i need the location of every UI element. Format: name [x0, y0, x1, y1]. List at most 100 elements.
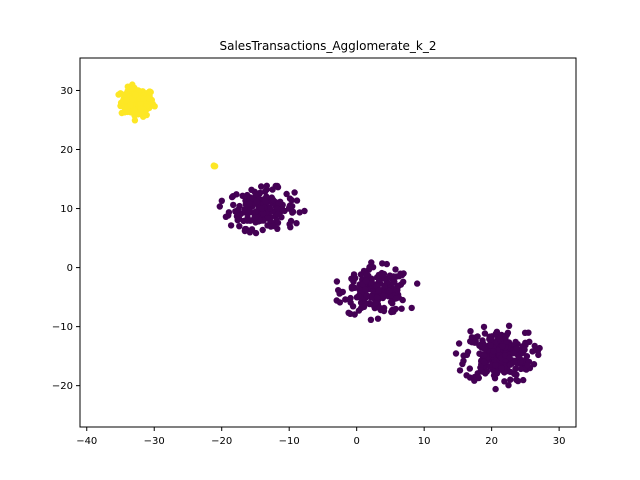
scatter-point [270, 196, 277, 204]
scatter-point [262, 198, 270, 205]
scatter-point [389, 300, 396, 307]
scatter-point [127, 101, 134, 109]
scatter-point [239, 192, 246, 199]
scatter-point [252, 191, 259, 198]
scatter-point [140, 95, 147, 103]
x-tick-label: −10 [279, 436, 300, 447]
scatter-point [467, 328, 474, 335]
scatter-point [230, 201, 237, 209]
x-tick-label: 30 [553, 436, 566, 447]
scatter-point [521, 346, 528, 353]
scatter-point [296, 209, 303, 216]
scatter-point [524, 361, 531, 369]
scatter-point [474, 333, 481, 340]
scatter-point [342, 296, 349, 303]
scatter-point [263, 193, 270, 200]
scatter-point [499, 343, 506, 350]
scatter-point [521, 329, 529, 336]
scatter-point [274, 184, 282, 191]
scatter-point [380, 292, 387, 300]
scatter-point [269, 186, 276, 193]
scatter-point [386, 287, 393, 295]
scatter-point [293, 197, 301, 204]
scatter-point [529, 348, 536, 355]
scatter-point [236, 223, 243, 230]
scatter-point [388, 308, 395, 316]
scatter-point [248, 186, 255, 193]
scatter-point [487, 342, 494, 349]
scatter-point [408, 304, 415, 312]
scatter-point [459, 360, 466, 368]
scatter-point [381, 275, 388, 282]
scatter-point [481, 345, 488, 353]
x-tick-label: −20 [211, 436, 232, 447]
x-tick-label: −30 [144, 436, 165, 447]
scatter-point [289, 208, 297, 215]
scatter-point [493, 328, 501, 335]
x-tick-label: 20 [485, 436, 498, 447]
scatter-point [349, 303, 357, 310]
scatter-point [333, 278, 341, 285]
scatter-point [216, 203, 223, 210]
scatter-point [121, 109, 128, 116]
y-axis-ticks: −20 −10 0 10 20 30 [52, 86, 80, 392]
scatter-point [490, 348, 497, 355]
scatter-point [502, 333, 509, 340]
scatter-point [493, 369, 500, 376]
scatter-point [227, 222, 235, 229]
scatter-point [246, 200, 253, 207]
scatter-point [513, 376, 520, 383]
scatter-point [146, 88, 153, 95]
x-tick-label: 0 [353, 436, 359, 447]
scatter-point [510, 358, 518, 366]
scatter-point [466, 365, 473, 372]
scatter-point [363, 292, 370, 299]
scatter-point [363, 270, 370, 278]
scatter-point [471, 339, 479, 346]
scatter-point [301, 207, 308, 215]
scatter-point [375, 287, 382, 294]
scatter-point [129, 96, 136, 103]
y-tick-label: −20 [52, 381, 73, 392]
scatter-point [252, 208, 259, 216]
scatter-point [253, 198, 260, 205]
scatter-point [386, 272, 394, 279]
scatter-point [234, 217, 241, 224]
scatter-point [476, 342, 483, 349]
scatter-point [266, 205, 274, 212]
scatter-point [397, 281, 405, 288]
scatter-point [232, 208, 239, 215]
scatter-point [498, 365, 505, 372]
scatter-point [481, 330, 489, 337]
scatter-point [274, 219, 282, 226]
scatter-point [534, 347, 541, 355]
scatter-point [390, 279, 397, 286]
scatter-point [122, 97, 130, 104]
scatter-point [505, 382, 512, 389]
scatter-point [131, 117, 139, 124]
scatter-point [274, 205, 281, 212]
scatter-point [137, 105, 145, 113]
scatter-point [511, 370, 518, 378]
scatter-point [245, 209, 252, 217]
scatter-point [492, 385, 499, 393]
scatter-point [372, 300, 379, 307]
scatter-point [137, 100, 144, 107]
scatter-point [258, 205, 265, 212]
scatter-point [242, 225, 250, 233]
scatter-point [414, 280, 421, 287]
y-tick-label: 20 [60, 145, 73, 156]
scatter-point [258, 183, 265, 190]
y-tick-label: −10 [52, 322, 73, 333]
scatter-point [355, 292, 362, 300]
scatter-point [335, 287, 342, 294]
y-tick-label: 30 [60, 86, 73, 97]
scatter-point [517, 358, 524, 365]
scatter-point [259, 226, 266, 234]
scatter-point [362, 277, 370, 285]
scatter-point [471, 377, 478, 384]
scatter-point [293, 220, 300, 227]
scatter-point [463, 372, 470, 379]
scatter-point [360, 303, 368, 310]
